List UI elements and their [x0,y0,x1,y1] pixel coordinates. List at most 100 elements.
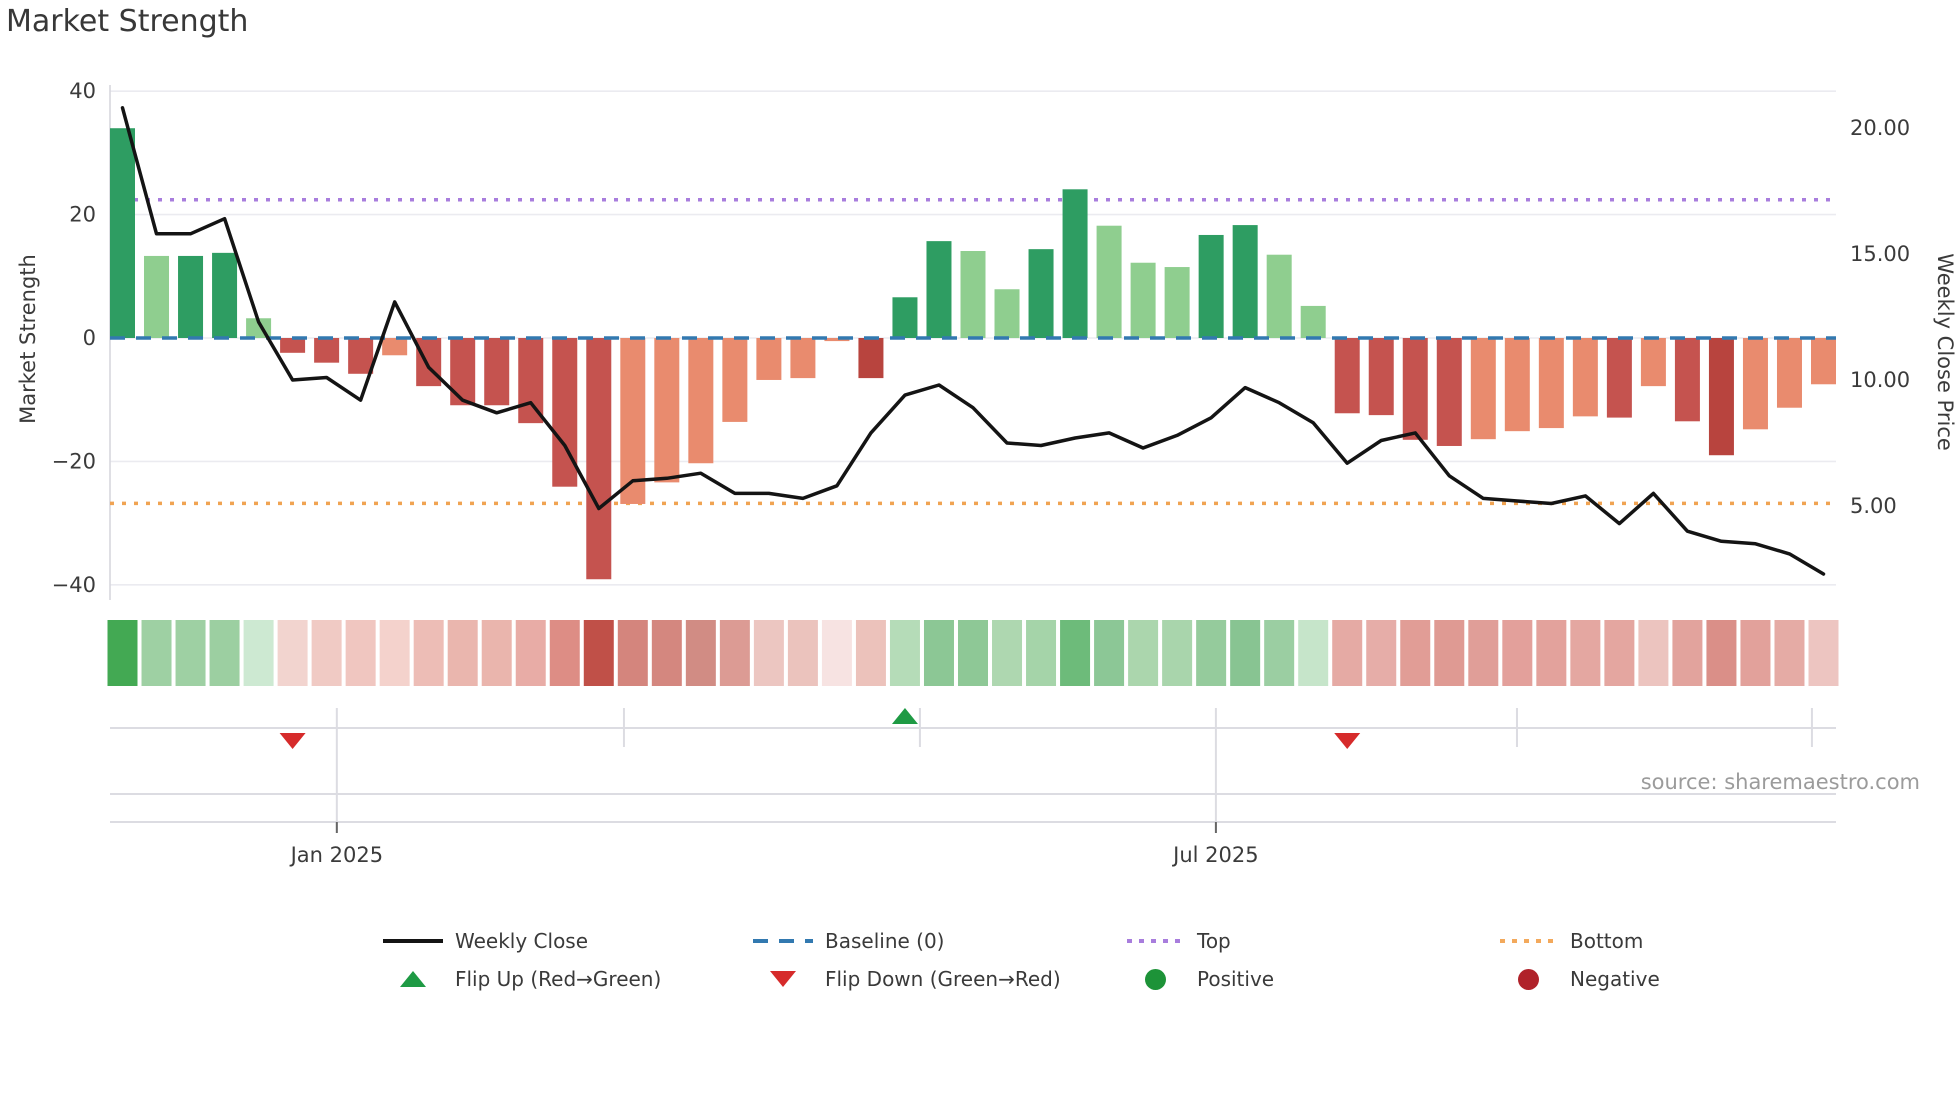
strength-bar [348,338,374,374]
heatmap-cell [1196,620,1227,686]
heatmap-cell [1264,620,1295,686]
source-credit: source: sharemaestro.com [1640,770,1920,794]
strength-bar [314,338,340,363]
strength-bar [416,338,442,387]
strength-bar [484,338,510,406]
strength-bar [1402,338,1428,440]
strength-bar [518,338,544,424]
strength-bar [620,338,646,504]
heatmap-cell [1298,620,1329,686]
x-tick-label: Jul 2025 [1171,843,1258,867]
strength-bar [790,338,816,379]
strength-bar [1640,338,1666,387]
flip-up-marker [891,708,918,724]
heatmap-cell [1468,620,1499,686]
left-tick-label: −40 [52,573,96,597]
heatmap-cell [141,620,172,686]
strength-bar [892,297,918,338]
heatmap-cell [379,620,410,686]
strength-bar [110,128,135,338]
heatmap-cell [855,620,886,686]
heatmap-cell [1400,620,1431,686]
strength-bar [1504,338,1530,432]
strength-bar [1198,234,1224,338]
strength-bar [1096,225,1122,338]
heatmap-cell [1808,620,1839,686]
heatmap-cell [243,620,274,686]
heatmap-cell [651,620,682,686]
heatmap-cell [1740,620,1771,686]
strength-bar [926,241,952,338]
heatmap-cell [1162,620,1193,686]
strength-bar [994,289,1020,338]
left-tick-label: 0 [83,326,96,350]
flip-down-marker [279,733,306,749]
heatmap-cell [889,620,920,686]
heatmap-cell [992,620,1023,686]
strength-bar [722,338,748,422]
heatmap-cell [1332,620,1363,686]
strength-bar [1436,338,1462,446]
strength-bar [1130,262,1156,338]
strength-bar [688,338,714,464]
heatmap-cell [277,620,308,686]
right-tick-label: 5.00 [1850,494,1897,518]
heatmap-cell [1672,620,1703,686]
heatmap-cell [583,620,614,686]
strength-bar [1028,249,1054,338]
right-tick-label: 15.00 [1850,242,1910,266]
strength-bar [212,252,238,338]
heatmap-cell [1094,620,1125,686]
heatmap-cell [685,620,716,686]
strength-bar [756,338,782,380]
strength-bar [1674,338,1700,422]
strength-bar [1164,267,1190,338]
heatmap-cell [1060,620,1091,686]
heatmap-cell [1774,620,1805,686]
heatmap-cell [1434,620,1465,686]
heatmap-cell [753,620,784,686]
weekly-close-line [120,106,1826,576]
heatmap-cell [821,620,852,686]
strength-bar [824,338,850,342]
strength-bar [280,338,306,353]
heatmap-cell [447,620,478,686]
strength-bar [858,338,884,379]
strength-bar [1572,338,1598,417]
strength-bar [654,338,680,483]
heatmap-cell [1604,620,1635,686]
heatmap-cell [311,620,342,686]
strength-bar [382,338,408,356]
heatmap-cell [958,620,988,686]
heatmap-cell [1502,620,1533,686]
strength-bar [1776,338,1802,408]
strength-bar [1708,338,1734,456]
heatmap-cell [719,620,750,686]
heatmap-cell [1570,620,1601,686]
strength-bar [178,255,204,338]
strength-bar [1266,254,1292,338]
heatmap-cell [1536,620,1567,686]
flip-down-marker [1334,733,1361,749]
strength-bar [450,338,476,406]
heatmap-cell [175,620,206,686]
strength-bar [1232,225,1258,338]
page-title: Market Strength [6,4,249,39]
heatmap-cell [481,620,512,686]
heatmap-cell [1366,620,1397,686]
heatmap-cell [549,620,580,686]
heatmap-cell [923,620,954,686]
strength-bar [1334,338,1360,414]
strength-bar [960,251,986,338]
heatmap-cell [787,620,818,686]
heatmap-cell [1638,620,1669,686]
left-tick-label: 40 [69,79,96,103]
left-tick-label: 20 [69,203,96,227]
right-axis-title: Weekly Close Price [1933,253,1957,451]
x-tick-label: Jan 2025 [289,843,384,867]
right-tick-label: 10.00 [1850,368,1910,392]
heatmap-cell [107,620,138,686]
heatmap-cell [515,620,546,686]
